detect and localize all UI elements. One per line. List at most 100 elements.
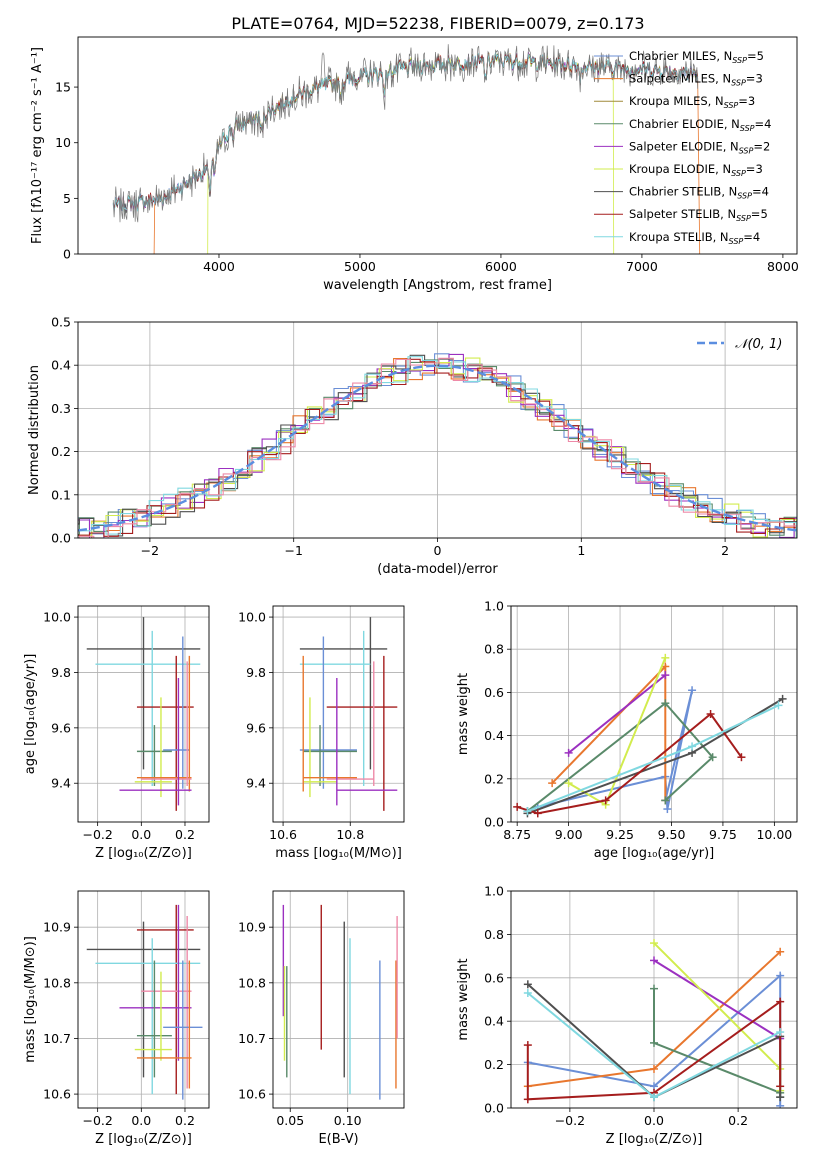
ticks: −2 −1 0 1 2 0.0 0.1 0.2 0.3 0.4 0.5 (51, 315, 729, 559)
legend-label: Salpeter MILES, NSSP=3 (629, 72, 763, 88)
axes-frame (272, 605, 405, 823)
grid (78, 606, 209, 822)
weight-point-marker (737, 753, 746, 762)
y-tick-label: 0.2 (51, 444, 71, 459)
axes-frame (77, 890, 210, 1109)
legend-label: Salpeter ELODIE, NSSP=2 (629, 139, 770, 155)
weight-point-marker (533, 809, 542, 818)
x-axis-label: Z [log₁₀(Z/Z⊙)] (95, 846, 192, 861)
weight-point-marker (776, 1101, 785, 1108)
chart-age-vs-Z: −0.2 0.0 0.2 9.4 9.6 9.8 10.0 Z [log₁₀(Z/Z⊙)] ag… (23, 605, 210, 861)
y-tick-label: 0.1 (51, 487, 71, 502)
weight-point-marker (523, 1095, 532, 1104)
x-tick-label: 0.0 (131, 827, 151, 842)
weight-point-marker (601, 796, 610, 805)
weight-point-marker (706, 710, 715, 718)
x-tick-label: 9.25 (606, 827, 634, 842)
plot-area (282, 904, 398, 1100)
y-tick-label: 0.3 (51, 401, 71, 416)
y-tick-label: 0.6 (484, 970, 504, 985)
y-tick-label: 10.7 (238, 1031, 266, 1046)
x-tick-label: 0.05 (276, 1113, 304, 1128)
weight-point-marker (774, 701, 783, 710)
plot-area (86, 904, 203, 1100)
legend-label: Kroupa ELODIE, NSSP=3 (629, 162, 763, 178)
weight-point-marker (776, 1093, 785, 1102)
y-tick-label: 0.2 (484, 771, 504, 786)
chart-residuals: −2 −1 0 1 2 0.0 0.1 0.2 0.3 0.4 0.5 (data-model)/er… (27, 315, 798, 577)
weight-point-marker (650, 984, 658, 993)
y-tick-label: 10.0 (43, 610, 71, 625)
x-tick-label: −1 (284, 543, 302, 558)
x-tick-label: 8.75 (503, 827, 531, 842)
x-tick-label: 2 (721, 543, 729, 558)
x-tick-label: −0.2 (82, 1113, 112, 1128)
y-tick-label: 0.2 (484, 1057, 504, 1072)
weight-point-marker (523, 1041, 532, 1050)
x-axis-label: age [log₁₀(age/yr)] (594, 846, 715, 861)
normal-reference-curve (78, 364, 797, 532)
x-tick-label: −2 (141, 543, 159, 558)
weight-point-marker (650, 1038, 658, 1047)
y-tick-label: 0.5 (51, 315, 71, 330)
grid (273, 891, 404, 1108)
x-tick-label: 10.8 (336, 827, 364, 842)
y-tick-label: 0 (63, 247, 71, 262)
y-tick-label: 5 (63, 191, 71, 206)
weight-point-marker (776, 971, 785, 980)
weight-series-line (526, 701, 714, 812)
x-axis-label: E(B-V) (318, 1132, 358, 1147)
y-tick-label: 15 (55, 80, 71, 95)
residual-histogram (78, 357, 797, 538)
weight-point-marker (650, 1064, 658, 1073)
x-tick-label: 0.2 (728, 1113, 748, 1128)
chart-weight-vs-Z: −0.2 0.0 0.2 0.0 0.2 0.4 0.6 0.8 1.0 Z [log₁₀(Z/Z… (456, 884, 798, 1147)
axes-frame (510, 890, 798, 1109)
y-tick-label: 0.0 (484, 815, 504, 830)
weight-point-marker (661, 653, 670, 662)
weight-point-marker (564, 748, 573, 757)
axes-frame (272, 890, 405, 1109)
chart-spectrum: 4000 5000 6000 7000 8000 0 5 10 15 wavelength [An… (30, 36, 799, 293)
plot-area (513, 653, 787, 818)
y-tick-label: 10.6 (238, 1087, 266, 1102)
y-tick-label: 10.7 (43, 1031, 71, 1046)
x-tick-label: 9.75 (709, 827, 737, 842)
x-tick-label: 0.2 (175, 1113, 195, 1128)
ticks: 0.05 0.10 10.6 10.7 10.8 10.9 (238, 920, 361, 1128)
ticks: 4000 5000 6000 7000 8000 0 5 10 15 (55, 80, 799, 274)
weight-point-marker (688, 686, 697, 695)
axes-frame (77, 321, 798, 539)
y-tick-label: 0.6 (484, 685, 504, 700)
plot-area (523, 939, 785, 1108)
weight-point-marker (778, 694, 787, 703)
y-tick-label: 0.8 (484, 927, 504, 942)
y-tick-label: 0.0 (484, 1101, 504, 1116)
x-axis-label: Z [log₁₀(Z/Z⊙)] (95, 1132, 192, 1147)
legend-label: 𝒩(0, 1) (735, 337, 782, 352)
weight-point-marker (661, 671, 670, 680)
plot-area (299, 617, 398, 811)
y-tick-label: 9.6 (246, 720, 266, 735)
x-tick-label: 1 (577, 543, 585, 558)
x-tick-label: 9.50 (658, 827, 686, 842)
y-tick-label: 0.0 (51, 531, 71, 546)
weight-point-marker (776, 1082, 785, 1091)
weight-point-marker (564, 779, 573, 788)
weight-series-line (567, 674, 666, 754)
weight-point-marker (776, 947, 785, 956)
weight-point-marker (650, 939, 658, 948)
weight-series-line (653, 959, 781, 1040)
x-tick-label: 0.2 (175, 827, 195, 842)
y-tick-label: 9.4 (246, 776, 266, 791)
weight-point-marker (650, 1093, 658, 1102)
y-tick-label: 10.0 (238, 610, 266, 625)
x-tick-label: 0 (434, 543, 442, 558)
axes-frame (77, 36, 798, 255)
data-spectrum (112, 44, 699, 223)
x-tick-label: 5000 (344, 259, 376, 274)
x-axis-label: mass [log₁₀(M/M⊙)] (275, 846, 402, 861)
ticks: −0.2 0.0 0.2 10.6 10.7 10.8 10.9 (43, 920, 195, 1128)
y-axis-label: age [log₁₀(age/yr)] (23, 654, 38, 775)
